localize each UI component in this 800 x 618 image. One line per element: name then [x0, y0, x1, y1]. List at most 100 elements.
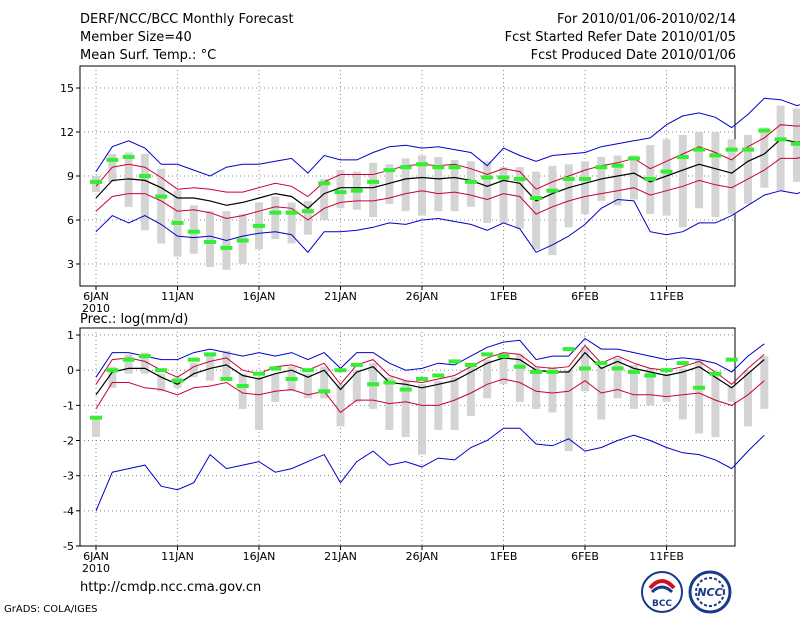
precip-observed-marker [481, 352, 494, 357]
precip-observed-marker [725, 357, 738, 362]
precip-ytick-label: -1 [63, 399, 74, 412]
precip-xtick-label: 11JAN [161, 550, 194, 563]
source-url[interactable]: http://cmdp.ncc.cma.gov.cn [80, 580, 262, 595]
precip-range-bar [613, 357, 622, 399]
temp-range-bar [662, 139, 671, 216]
precip-observed-marker [660, 368, 673, 373]
precip-observed-marker [611, 366, 624, 371]
temp-range-bar [548, 165, 557, 256]
precip-lower-outer-line [95, 427, 765, 511]
precip-lower-inner-line [95, 378, 765, 414]
temp-range-bar [157, 168, 166, 244]
temp-range-bar [629, 155, 638, 200]
temp-observed-marker [301, 209, 314, 214]
precip-range-bar [336, 384, 345, 427]
temp-range-bar [385, 164, 394, 204]
temp-observed-marker [562, 176, 575, 181]
chart-title: DERF/NCC/BCC Monthly Forecast [80, 12, 294, 27]
precip-observed-marker [187, 357, 200, 362]
temp-observed-marker [579, 176, 591, 181]
temp-ytick-label: 12 [60, 126, 74, 139]
temp-observed-marker [187, 229, 200, 234]
precip-range-bar [727, 386, 736, 402]
temp-observed-marker [497, 175, 510, 180]
temp-lower-inner-line [95, 157, 800, 221]
temp-observed-marker [285, 210, 298, 215]
precip-observed-marker [383, 380, 396, 385]
precip-range-bar [678, 368, 687, 420]
temp-observed-marker [546, 188, 559, 193]
precip-range-bar [124, 354, 133, 374]
temp-observed-marker [448, 165, 461, 170]
temp-range-bar [581, 161, 589, 215]
temp-xtick-label: 11JAN [161, 290, 194, 303]
precip-observed-marker [155, 368, 168, 373]
temp-xtick-label: 11FEB [649, 290, 684, 303]
precip-xtick-label: 11FEB [649, 550, 684, 563]
temp-range-bar [124, 152, 133, 207]
precip-range-bar [564, 370, 573, 452]
temp-observed-marker [644, 176, 657, 181]
precip-observed-marker [253, 371, 265, 376]
temp-observed-marker [155, 194, 168, 199]
temp-observed-marker [709, 153, 722, 158]
temp-range-bar [613, 155, 622, 206]
bcc-logo-text: BCC [652, 599, 672, 609]
temp-observed-marker [220, 245, 233, 250]
temp-range-bar [271, 196, 280, 240]
precip-xtick-label: 6FEB [571, 550, 599, 563]
precip-range-bar [499, 352, 508, 385]
precip-range-bar [140, 352, 149, 374]
temp-range-bar [189, 205, 198, 254]
forecast-started-date: Fcst Started Refer Date 2010/01/05 [504, 30, 736, 45]
precip-range-bar [222, 350, 231, 381]
temp-observed-marker [595, 165, 608, 170]
precip-observed-marker [497, 354, 510, 359]
precip-observed-marker [236, 384, 249, 389]
precip-ytick-label: -5 [63, 540, 74, 553]
precip-range-bar [711, 371, 720, 437]
precip-range-bar [238, 373, 247, 409]
precip-observed-marker [399, 387, 412, 392]
temp-observed-marker [742, 147, 754, 152]
temp-xtick-label: 21JAN [324, 290, 357, 303]
precip-year-label: 2010 [82, 562, 110, 575]
precip-range-bar [189, 363, 198, 378]
precip-range-bar [646, 368, 655, 406]
precip-ytick-label: -2 [63, 435, 74, 448]
precip-range-bar [483, 359, 492, 399]
precip-observed-marker [627, 369, 640, 374]
temp-range-bar [711, 132, 720, 218]
precip-ytick-label: 0 [67, 364, 74, 377]
precip-range-bar [629, 364, 638, 409]
precip-observed-marker [513, 364, 526, 369]
precip-xtick-label: 21JAN [324, 550, 357, 563]
precip-range-bar [401, 380, 410, 437]
precip-plot-frame [79, 327, 736, 547]
precip-observed-marker [546, 369, 559, 374]
temp-range-bar [434, 156, 443, 212]
temp-observed-marker [122, 154, 135, 159]
precip-upper-inner-line [95, 344, 765, 386]
precip-xtick-label: 6JAN [83, 550, 109, 563]
precip-observed-marker [579, 366, 591, 371]
temp-observed-marker [530, 196, 543, 200]
temp-observed-marker [611, 163, 624, 168]
temp-range-bar [287, 202, 296, 244]
precip-range-bar [92, 415, 100, 437]
temp-observed-marker [171, 220, 184, 225]
temp-range-bar [418, 155, 426, 216]
precip-observed-marker [464, 362, 477, 367]
variable-label: Mean Surf. Temp.: °C [80, 48, 217, 63]
member-size: Member Size=40 [80, 30, 192, 45]
precip-range-bar [320, 366, 329, 399]
precip-xtick-label: 1FEB [490, 550, 518, 563]
temp-ytick-label: 3 [67, 258, 74, 271]
forecast-period: For 2010/01/06-2010/02/14 [557, 12, 736, 27]
precip-observed-marker [709, 371, 722, 376]
temp-observed-marker [204, 240, 217, 244]
precip-observed-marker [285, 376, 298, 381]
temp-observed-marker [693, 147, 706, 152]
precip-observed-marker [334, 368, 347, 373]
precip-observed-marker [204, 352, 217, 357]
